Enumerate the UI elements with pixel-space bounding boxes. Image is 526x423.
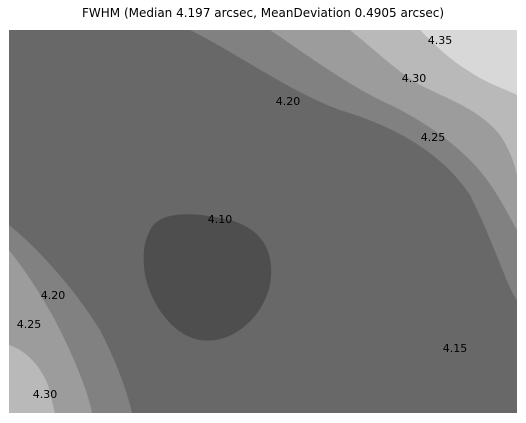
contour-label-4-25-3: 4.25	[421, 131, 446, 144]
contour-label-4-15-7: 4.15	[443, 342, 468, 355]
contour-band-4-35-7	[420, 30, 517, 95]
contour-band-4-30-6	[9, 345, 55, 413]
contour-label-4-35-0: 4.35	[428, 34, 453, 47]
contour-label-4-20-2: 4.20	[276, 95, 301, 108]
contour-label-4-10-4: 4.10	[208, 213, 233, 226]
contour-label-4-20-5: 4.20	[41, 289, 66, 302]
chart-title: FWHM (Median 4.197 arcsec, MeanDeviation…	[82, 6, 444, 20]
contour-band-above-9	[143, 214, 272, 341]
contour-label-4-30-8: 4.30	[33, 388, 58, 401]
contour-label-4-25-6: 4.25	[17, 318, 42, 331]
contour-label-4-30-1: 4.30	[402, 72, 427, 85]
